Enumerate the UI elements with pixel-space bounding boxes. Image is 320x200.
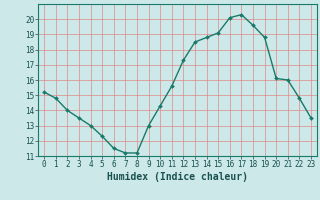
- X-axis label: Humidex (Indice chaleur): Humidex (Indice chaleur): [107, 172, 248, 182]
